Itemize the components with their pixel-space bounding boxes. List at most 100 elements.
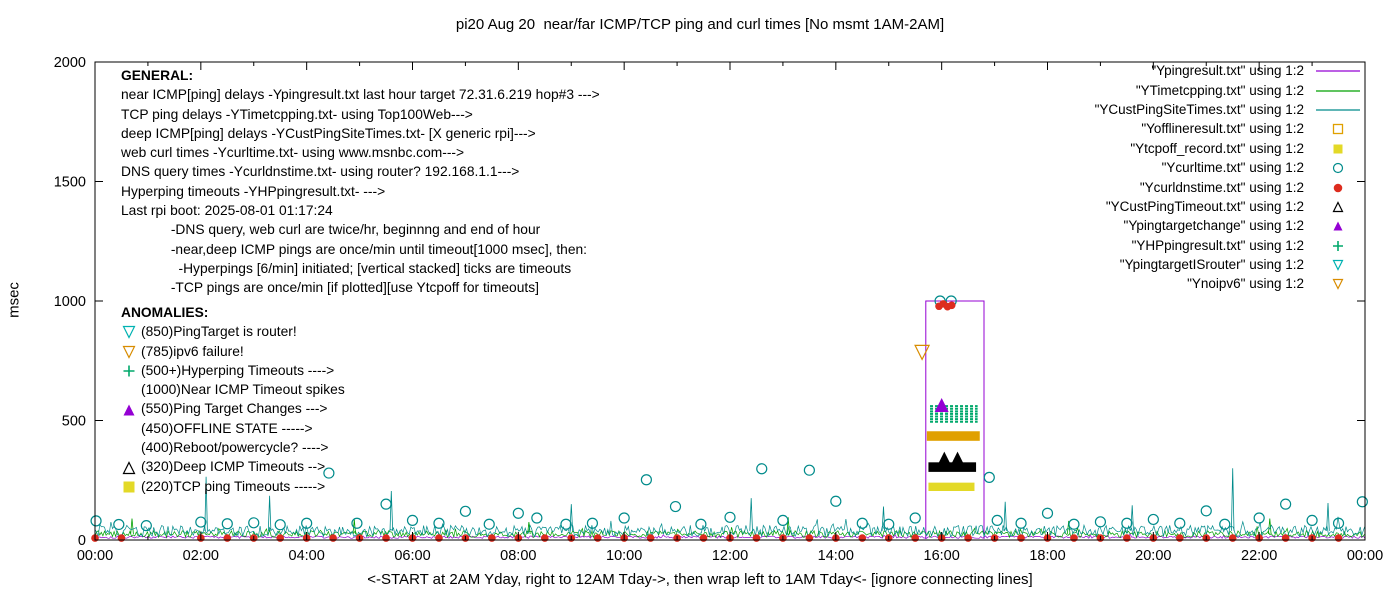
anomaly-item: (850)PingTarget is router! <box>121 322 345 341</box>
legend-sample-circle-open-icon <box>1332 163 1344 174</box>
x-tick-label: 12:00 <box>712 548 748 564</box>
anomaly-label: (785)ipv6 failure! <box>141 343 244 359</box>
y-tick-label: 2000 <box>54 55 86 71</box>
legend-label: "Yofflineresult.txt" using 1:2 <box>1141 121 1304 137</box>
legend-label: "Ycurltime.txt" using 1:2 <box>1161 160 1304 176</box>
legend-sample-circle-filled-icon <box>1333 183 1343 192</box>
legend-item: "Ypingtargetchange" using 1:2 <box>1124 216 1364 235</box>
chart-title: pi20 Aug 20 near/far ICMP/TCP ping and c… <box>455 16 945 33</box>
legend-item: "Ycurldnstime.txt" using 1:2 <box>1140 177 1364 196</box>
general-line: DNS query times -Ycurldnstime.txt- using… <box>121 164 520 180</box>
anomaly-label: (450)OFFLINE STATE -----> <box>141 420 313 436</box>
anomaly-notes: ANOMALIES: (850)PingTarget is router! (78… <box>121 303 345 496</box>
x-tick-label: 04:00 <box>289 548 325 564</box>
anomaly-label: (400)Reboot/powercycle? ----> <box>141 440 329 456</box>
legend-label: "Ypingtargetchange" using 1:2 <box>1123 218 1304 234</box>
legend-item: "Ypingresult.txt" using 1:2 <box>1151 61 1364 80</box>
x-tick-label: 14:00 <box>818 548 854 564</box>
legend-label: "YCustPingSiteTimes.txt" using 1:2 <box>1094 101 1304 117</box>
anomaly-item: (500+)Hyperping Timeouts ----> <box>121 361 345 380</box>
legend-item: "Ynoipv6" using 1:2 <box>1187 274 1364 293</box>
x-tick-label: 00:00 <box>1347 548 1383 564</box>
x-tick-label: 22:00 <box>1241 548 1277 564</box>
x-tick-label: 00:00 <box>77 548 113 564</box>
anomaly-label: (1000)Near ICMP Timeout spikes <box>141 382 345 398</box>
general-line: -TCP pings are once/min [if plotted][use… <box>121 280 539 296</box>
legend-item: "YCustPingSiteTimes.txt" using 1:2 <box>1095 100 1364 119</box>
general-notes: GENERAL: near ICMP[ping] delays -Ypingre… <box>121 66 600 298</box>
general-line: -near,deep ICMP pings are once/min until… <box>121 241 588 257</box>
legend-sample-line <box>1316 89 1360 92</box>
triangle-up-filled-icon <box>123 404 135 416</box>
legend-item: "YHPpingresult.txt" using 1:2 <box>1132 236 1364 255</box>
general-lines: near ICMP[ping] delays -Ypingresult.txt … <box>121 85 600 297</box>
general-line: deep ICMP[ping] delays -YCustPingSiteTim… <box>121 125 536 141</box>
x-tick-label: 08:00 <box>500 548 536 564</box>
triangle-down-open-icon <box>122 326 136 340</box>
legend-label: "Ypingresult.txt" using 1:2 <box>1151 63 1304 79</box>
legend-label: "Ycurldnstime.txt" using 1:2 <box>1139 179 1304 195</box>
legend-label: "Ynoipv6" using 1:2 <box>1187 276 1304 292</box>
legend-item: "Ycurltime.txt" using 1:2 <box>1162 158 1364 177</box>
legend-sample-square-filled-icon <box>1333 144 1343 154</box>
x-tick-label: 10:00 <box>606 548 642 564</box>
anomaly-label: (550)Ping Target Changes ---> <box>141 401 328 417</box>
plus-icon <box>123 365 135 377</box>
legend-sample-triangle-up-open-icon <box>1332 201 1344 213</box>
legend-sample-triangle-up-filled-icon <box>1333 221 1343 231</box>
legend-label: "YTimetcpping.txt" using 1:2 <box>1135 82 1304 98</box>
legend: "Ypingresult.txt" using 1:2 "YTimetcpping… <box>1095 61 1364 294</box>
anomaly-label: (320)Deep ICMP Timeouts --> <box>141 459 326 475</box>
series-Ytcpoff_record <box>928 482 975 492</box>
no-marker <box>121 440 138 455</box>
y-tick-label: 0 <box>78 533 86 549</box>
triangle-down-open-icon <box>122 345 136 359</box>
general-line: web curl times -Ycurltime.txt- using www… <box>121 145 465 161</box>
legend-sample-line <box>1316 70 1360 72</box>
x-tick-label: 16:00 <box>924 548 960 564</box>
general-line: Hyperping timeouts -YHPpingresult.txt- -… <box>121 183 386 199</box>
legend-item: "YpingtargetISrouter" using 1:2 <box>1120 255 1364 274</box>
general-line: Last rpi boot: 2025-08-01 01:17:24 <box>121 203 333 219</box>
x-tick-label: 18:00 <box>1029 548 1065 564</box>
general-line: -Hyperpings [6/min] initiated; [vertical… <box>121 260 572 276</box>
anomaly-item: (220)TCP ping Timeouts -----> <box>121 477 345 496</box>
anomalies-heading: ANOMALIES: <box>121 305 209 320</box>
general-line: TCP ping delays -YTimetcpping.txt- using… <box>121 106 473 122</box>
series-Ypingtargetchange-points <box>934 397 949 412</box>
legend-item: "Yofflineresult.txt" using 1:2 <box>1141 119 1364 138</box>
x-axis-label: <-START at 2AM Yday, right to 12AM Tday-… <box>367 571 1033 588</box>
anomaly-item: (785)ipv6 failure! <box>121 342 345 361</box>
anomaly-label: (850)PingTarget is router! <box>141 324 297 340</box>
x-tick-label: 20:00 <box>1135 548 1171 564</box>
anomaly-item: (320)Deep ICMP Timeouts --> <box>121 457 345 476</box>
x-tick-label: 06:00 <box>394 548 430 564</box>
legend-sample-line <box>1316 109 1360 111</box>
legend-label: "YpingtargetISrouter" using 1:2 <box>1119 257 1304 273</box>
general-line: -DNS query, web curl are twice/hr, begin… <box>121 222 541 238</box>
series-YCustPingTimeout-points <box>935 451 967 470</box>
legend-item: "YCustPingTimeout.txt" using 1:2 <box>1106 197 1364 216</box>
y-tick-label: 1000 <box>54 294 86 310</box>
x-tick-label: 02:00 <box>183 548 219 564</box>
anomaly-item: (400)Reboot/powercycle? ----> <box>121 438 345 457</box>
legend-sample-triangle-down-open-icon <box>1332 279 1344 291</box>
y-axis-label: msec <box>5 282 23 318</box>
legend-label: "YCustPingTimeout.txt" using 1:2 <box>1105 198 1304 214</box>
legend-label: "Ytcpoff_record.txt" using 1:2 <box>1130 140 1304 156</box>
anomaly-label: (500+)Hyperping Timeouts ----> <box>141 362 335 378</box>
series-Yofflineresult <box>926 431 980 441</box>
legend-sample-square-open-icon <box>1332 124 1344 135</box>
no-marker <box>121 421 138 436</box>
anomaly-label: (220)TCP ping Timeouts -----> <box>141 478 326 494</box>
triangle-up-open-icon <box>122 460 136 474</box>
legend-item: "YTimetcpping.txt" using 1:2 <box>1136 80 1364 99</box>
series-Ynoipv6-points <box>914 344 931 361</box>
y-tick-label: 1500 <box>54 175 86 191</box>
no-marker <box>121 382 138 397</box>
legend-sample-tick-band-icon <box>1333 240 1343 251</box>
general-line: near ICMP[ping] delays -Ypingresult.txt … <box>121 87 600 103</box>
series-Ycurltime-points <box>90 295 1368 532</box>
